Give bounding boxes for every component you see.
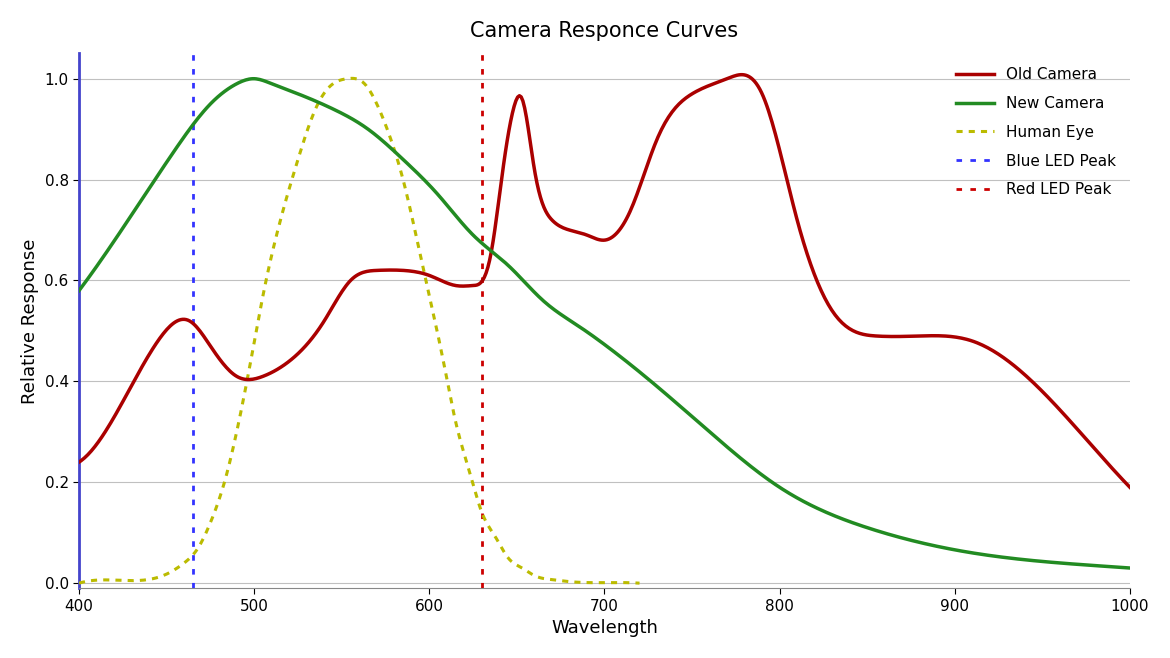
New Camera [260,78,274,86]
Human Eye [447,412,461,420]
Old Camera [776,158,790,166]
Legend: Old Camera, New Camera, Human Eye, Blue LED Peak, Red LED Peak: Old Camera, New Camera, Human Eye, Blue … [950,61,1122,203]
Y-axis label: Relative Response: Relative Response [21,238,39,403]
Human Eye [325,80,339,88]
Human Eye [73,579,87,587]
X-axis label: Wavelength: Wavelength [551,619,658,637]
Line: Old Camera: Old Camera [80,74,1130,488]
Line: Human Eye: Human Eye [80,78,640,583]
New Camera [246,75,260,83]
Human Eye [495,544,509,552]
Old Camera [1123,484,1137,492]
Line: New Camera: New Camera [80,79,1130,568]
Human Eye [404,205,418,213]
New Camera [549,307,563,315]
Old Camera [73,458,87,466]
Old Camera [342,278,356,286]
Old Camera [548,218,562,226]
Old Camera [735,70,749,78]
New Camera [73,287,87,295]
New Camera [693,420,707,428]
New Camera [776,485,790,493]
Human Eye [171,563,185,571]
New Camera [1123,564,1137,572]
Human Eye [633,579,647,587]
New Camera [865,525,879,533]
Old Camera [691,86,706,94]
Old Camera [865,332,879,340]
Human Eye [216,483,230,491]
Old Camera [259,372,273,380]
New Camera [344,114,358,122]
Title: Camera Responce Curves: Camera Responce Curves [470,21,738,41]
Human Eye [345,74,359,82]
